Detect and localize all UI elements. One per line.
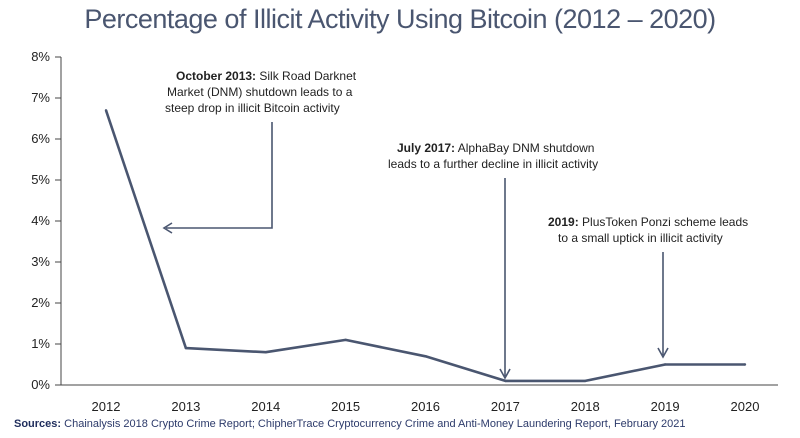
- x-tick-label: 2018: [571, 399, 600, 414]
- annotation-jul-2017: July 2017: AlphaBay DNM shutdown: [397, 141, 594, 155]
- x-tick-label: 2016: [411, 399, 440, 414]
- arrowhead-2019: [657, 347, 669, 359]
- y-tick-label: 4%: [31, 213, 50, 228]
- x-tick-label: 2015: [331, 399, 360, 414]
- x-tick-label: 2012: [92, 399, 121, 414]
- data-point: [504, 379, 507, 383]
- data-point: [663, 363, 667, 366]
- arrow-oct-2013: [166, 122, 273, 229]
- arrowhead-oct-2013: [162, 222, 173, 234]
- data-point: [584, 379, 587, 383]
- sources-text: Chainalysis 2018 Crypto Crime Report; Ch…: [61, 418, 686, 430]
- sources-note: Sources: Chainalysis 2018 Crypto Crime R…: [14, 418, 686, 430]
- y-tick-label: 2%: [31, 295, 50, 310]
- data-point: [104, 109, 108, 112]
- x-tick-label: 2013: [171, 399, 200, 414]
- data-point: [264, 351, 267, 354]
- annotation-2019: 2019: PlusToken Ponzi scheme leads: [548, 215, 748, 229]
- x-tick-label: 2020: [731, 399, 760, 414]
- y-tick-label: 1%: [31, 336, 50, 351]
- sources-label: Sources:: [14, 418, 62, 430]
- data-point: [184, 346, 188, 350]
- y-ticks: 0% 1% 2% 3% 4% 5% 6% 7% 8%: [31, 49, 61, 392]
- annotation-jul-2017-line2: leads to a further decline in illicit ac…: [388, 157, 598, 171]
- data-point: [344, 338, 347, 342]
- y-tick-label: 0%: [31, 377, 50, 392]
- annotation-jul-2017-line1: AlphaBay DNM shutdown: [455, 141, 594, 155]
- y-tick-label: 7%: [31, 90, 50, 105]
- arrowhead-jul-2017: [499, 368, 511, 380]
- annotation-jul-2017-bold: July 2017:: [397, 141, 455, 155]
- chart-title: Percentage of Illicit Activity Using Bit…: [84, 4, 716, 34]
- x-tick-label: 2019: [651, 399, 680, 414]
- annotation-oct-2013-line1: Silk Road Darknet: [256, 69, 357, 83]
- y-tick-label: 8%: [31, 49, 50, 64]
- annotation-oct-2013: October 2013: Silk Road Darknet: [176, 69, 357, 83]
- y-tick-label: 5%: [31, 172, 50, 187]
- annotation-oct-2013-line3: steep drop in illicit Bitcoin activity: [165, 101, 340, 115]
- x-tick-label: 2017: [491, 399, 520, 414]
- annotation-arrows: [162, 122, 669, 380]
- annotation-oct-2013-line2: Market (DNM) shutdown leads to a: [167, 85, 353, 99]
- data-point: [743, 363, 747, 366]
- y-tick-label: 3%: [31, 254, 50, 269]
- data-points: [104, 109, 747, 383]
- annotation-2019-line1: PlusToken Ponzi scheme leads: [579, 215, 748, 229]
- x-ticks: 2012 2013 2014 2015 2016 2017 2018 2019 2020: [92, 399, 760, 414]
- x-tick-label: 2014: [251, 399, 280, 414]
- y-tick-label: 6%: [31, 131, 50, 146]
- annotation-2019-bold: 2019:: [548, 215, 579, 229]
- annotation-oct-2013-bold: October 2013:: [176, 69, 256, 83]
- annotation-2019-line2: to a small uptick in illicit activity: [558, 231, 723, 245]
- data-point: [424, 355, 427, 358]
